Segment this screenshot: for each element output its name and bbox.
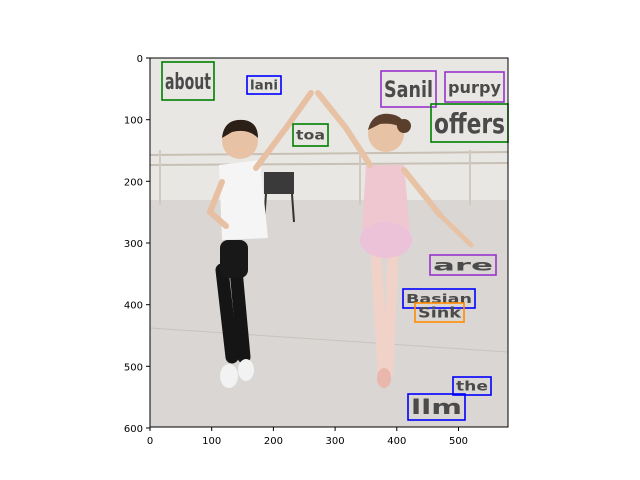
x-axis: 0 100 200 300 400 500 [147, 427, 468, 447]
y-axis: 0 100 200 300 400 500 600 [124, 54, 150, 435]
word-text: llm [411, 395, 462, 419]
word-annotation: offers [430, 103, 509, 143]
x-tick-label: 100 [202, 436, 221, 447]
x-tick-label: 300 [326, 436, 345, 447]
word-annotation: lani [246, 75, 282, 95]
x-tick-label: 500 [449, 436, 468, 447]
word-text: Sink [418, 306, 462, 322]
word-box [246, 75, 282, 95]
dance-photo [150, 58, 508, 427]
word-box [452, 376, 492, 396]
y-tick-label: 100 [124, 116, 143, 127]
studio-floor [150, 200, 508, 427]
y-tick-label: 500 [124, 362, 143, 373]
word-box [414, 302, 465, 323]
ballet-barre [150, 151, 508, 156]
y-tick-label: 300 [124, 239, 143, 250]
word-text: about [165, 70, 211, 95]
word-box [161, 61, 215, 101]
y-tick-label: 600 [124, 424, 143, 435]
word-text: are [433, 256, 493, 274]
word-annotation: toa [292, 123, 329, 147]
word-text: purpy [448, 78, 502, 97]
girl-dancer [315, 90, 474, 388]
word-box [380, 70, 437, 108]
ballet-barre [150, 162, 508, 166]
word-box [402, 288, 476, 309]
word-annotation: Sink [414, 302, 465, 323]
word-annotation: the [452, 376, 492, 396]
word-text: lani [250, 79, 278, 94]
x-tick-label: 200 [264, 436, 283, 447]
word-annotation: Sanil [380, 70, 437, 108]
word-annotation: purpy [444, 71, 505, 103]
word-text: toa [296, 129, 325, 144]
word-box [407, 393, 466, 421]
word-box [429, 254, 497, 276]
word-text: the [456, 380, 488, 395]
word-text: Sanil [384, 78, 433, 103]
word-text: offers [434, 107, 505, 140]
word-annotation: are [429, 254, 497, 276]
floor-seam [150, 327, 508, 353]
x-tick-label: 400 [387, 436, 406, 447]
y-tick-label: 200 [124, 177, 143, 188]
studio-wall [150, 58, 508, 208]
boy-dancer [207, 90, 314, 388]
y-tick-label: 400 [124, 301, 143, 312]
y-tick-label: 0 [137, 54, 143, 65]
word-annotation: llm [407, 393, 466, 421]
word-box [292, 123, 329, 147]
word-annotation: about [161, 61, 215, 101]
word-box [444, 71, 505, 103]
x-tick-label: 0 [147, 436, 153, 447]
